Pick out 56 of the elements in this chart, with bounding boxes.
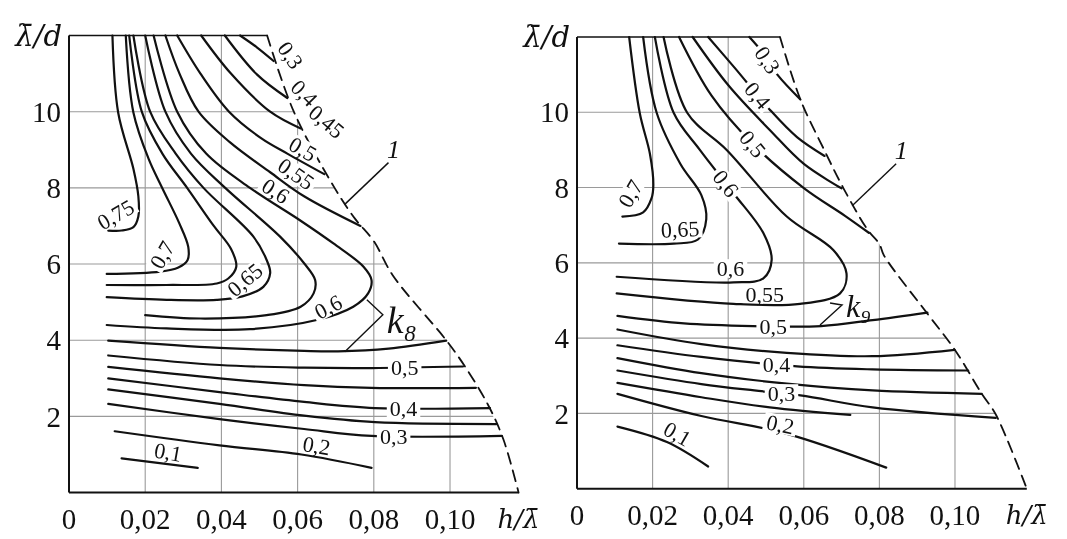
annotation: 0,4 <box>762 352 791 378</box>
annotation: 0,1 <box>152 437 184 467</box>
annotation: 0,6 <box>707 165 745 203</box>
annotation: 0,3 <box>749 41 786 79</box>
annotation: 0,7 <box>144 236 180 273</box>
y-tick-label: 2 <box>554 397 569 430</box>
x-tick-label: 0,06 <box>272 502 323 535</box>
annotation: 0,3 <box>272 36 309 74</box>
annotation: 0,55 <box>745 281 785 307</box>
annotation: 0,2 <box>300 431 333 461</box>
annotation: 0,1 <box>659 416 696 452</box>
annotation: 0,65 <box>660 215 700 243</box>
annotation: 0,3 <box>767 381 796 407</box>
x-tick-label: 0 <box>61 502 77 535</box>
annotation: 0,2 <box>764 409 797 440</box>
annotation: 0,4 <box>389 395 418 421</box>
line-series <box>107 339 448 353</box>
x-tick-label: 0,02 <box>119 502 171 535</box>
annotation: 0,6 <box>310 289 347 325</box>
x-tick-label: 0,04 <box>702 498 755 531</box>
x-tick-label: 0,08 <box>854 498 905 531</box>
annotation: 0,3 <box>379 423 408 449</box>
x-axis-title: h/λ̄ <box>1005 499 1048 530</box>
x-tick-label: 0,08 <box>348 502 400 535</box>
annotation: 0,7 <box>612 175 649 212</box>
x-tick-label: 0 <box>569 498 585 531</box>
y-axis-title: λ̄/d <box>522 20 570 54</box>
y-tick-label: 2 <box>46 400 61 433</box>
x-tick-label: 0,02 <box>627 498 678 531</box>
annotation: k₈ <box>386 298 417 341</box>
x-tick-label: 0,06 <box>778 498 830 531</box>
annotation: 0,5 <box>759 313 787 339</box>
y-tick-label: 10 <box>32 95 61 128</box>
annotation: 1 <box>386 134 400 164</box>
y-tick-label: 8 <box>46 172 61 205</box>
annotation: 0,75 <box>92 194 139 236</box>
annotation: 0,5 <box>390 355 419 381</box>
line-series <box>113 430 373 469</box>
y-axis-title: λ̄/d <box>14 18 62 53</box>
annotation: 1 <box>894 135 908 165</box>
annotation: 0,4 <box>739 76 776 115</box>
annotation: 0,5 <box>734 125 772 163</box>
y-tick-label: 6 <box>554 247 569 279</box>
y-tick-label: 4 <box>46 324 62 357</box>
x-tick-label: 0,10 <box>929 498 981 531</box>
x-axis-title: h/λ̄ <box>497 503 540 534</box>
x-tick-label: 0,10 <box>424 502 476 535</box>
annotation: 0,65 <box>222 257 268 302</box>
y-tick-label: 6 <box>46 248 61 281</box>
line-series <box>616 381 852 417</box>
annotation: 0,6 <box>716 256 745 282</box>
x-tick-label: 0,04 <box>196 502 248 535</box>
y-tick-label: 4 <box>554 322 570 355</box>
annotation: k₉ <box>846 287 872 324</box>
y-tick-label: 8 <box>554 171 569 204</box>
y-tick-label: 10 <box>540 96 569 129</box>
